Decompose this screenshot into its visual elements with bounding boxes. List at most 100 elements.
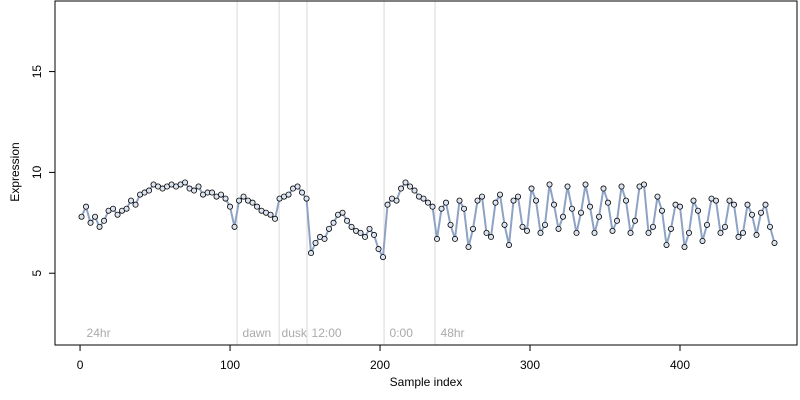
data-point <box>668 225 675 232</box>
data-point <box>191 187 198 194</box>
data-point <box>501 221 508 228</box>
data-point <box>452 235 459 242</box>
data-point <box>551 201 558 208</box>
data-point <box>605 199 612 206</box>
data-point <box>762 201 769 208</box>
data-point <box>618 183 625 190</box>
data-point <box>632 217 639 224</box>
data-point <box>222 195 229 202</box>
data-point <box>659 207 666 214</box>
data-point <box>627 229 634 236</box>
data-point <box>542 221 549 228</box>
data-point <box>726 197 733 204</box>
data-point <box>83 203 90 210</box>
data-point <box>731 201 738 208</box>
data-point <box>312 239 319 246</box>
data-point <box>596 213 603 220</box>
data-point <box>407 183 414 190</box>
data-point <box>515 193 522 200</box>
data-point <box>393 197 400 204</box>
x-tick-label: 200 <box>370 358 390 372</box>
data-point <box>461 205 468 212</box>
data-point <box>537 229 544 236</box>
data-point <box>506 241 513 248</box>
data-point <box>362 233 369 240</box>
data-point <box>564 183 571 190</box>
data-point <box>218 191 225 198</box>
data-point <box>533 197 540 204</box>
data-point <box>371 231 378 238</box>
data-point <box>344 217 351 224</box>
data-point <box>434 235 441 242</box>
data-point <box>492 199 499 206</box>
data-point <box>267 211 274 218</box>
data-point <box>420 195 427 202</box>
data-point <box>722 223 729 230</box>
data-point <box>740 229 747 236</box>
data-line <box>80 181 776 261</box>
data-point <box>308 250 315 257</box>
data-point <box>182 179 189 186</box>
data-point <box>227 203 234 210</box>
data-point <box>717 229 724 236</box>
data-point <box>348 223 355 230</box>
data-point <box>483 229 490 236</box>
x-tick-label: 400 <box>670 358 690 372</box>
data-point <box>569 205 576 212</box>
y-tick-label: 5 <box>30 270 44 277</box>
data-point <box>578 209 585 216</box>
data-point <box>326 225 333 232</box>
data-point <box>429 203 436 210</box>
data-point <box>294 183 301 190</box>
data-point <box>443 199 450 206</box>
data-point <box>240 193 247 200</box>
data-point <box>299 189 306 196</box>
data-point <box>357 229 364 236</box>
data-point <box>681 244 688 251</box>
annotation: 24hr <box>87 326 111 340</box>
data-point <box>78 213 85 220</box>
data-point <box>623 197 630 204</box>
data-point <box>771 239 778 246</box>
plot-frame <box>54 0 798 346</box>
data-point <box>195 183 202 190</box>
data-point <box>609 227 616 234</box>
data-point <box>519 223 526 230</box>
data-point <box>474 197 481 204</box>
data-point <box>384 201 391 208</box>
data-point <box>114 211 121 218</box>
data-point <box>465 244 472 251</box>
data-point <box>456 197 463 204</box>
y-tick-label: 10 <box>30 165 44 179</box>
data-point <box>366 225 373 232</box>
data-point <box>699 237 706 244</box>
data-point <box>339 209 346 216</box>
data-point <box>654 193 661 200</box>
data-point <box>582 181 589 188</box>
data-point <box>380 254 387 261</box>
data-point <box>209 189 216 196</box>
data-point <box>600 185 607 192</box>
data-point <box>645 229 652 236</box>
data-point <box>591 229 598 236</box>
data-point <box>767 223 774 230</box>
data-point <box>236 197 243 204</box>
annotation: 0:00 <box>390 326 414 340</box>
data-point <box>303 195 310 202</box>
annotation: dusk <box>282 326 308 340</box>
data-point <box>546 181 553 188</box>
data-point <box>254 203 261 210</box>
data-point <box>425 199 432 206</box>
data-point <box>686 229 693 236</box>
data-point <box>704 221 711 228</box>
data-point <box>330 219 337 226</box>
y-tick-label: 15 <box>30 65 44 79</box>
data-point <box>753 231 760 238</box>
data-point <box>524 227 531 234</box>
data-point <box>560 213 567 220</box>
data-point <box>101 217 108 224</box>
data-point <box>713 197 720 204</box>
data-point <box>321 235 328 242</box>
data-point <box>132 201 139 208</box>
data-point <box>555 225 562 232</box>
